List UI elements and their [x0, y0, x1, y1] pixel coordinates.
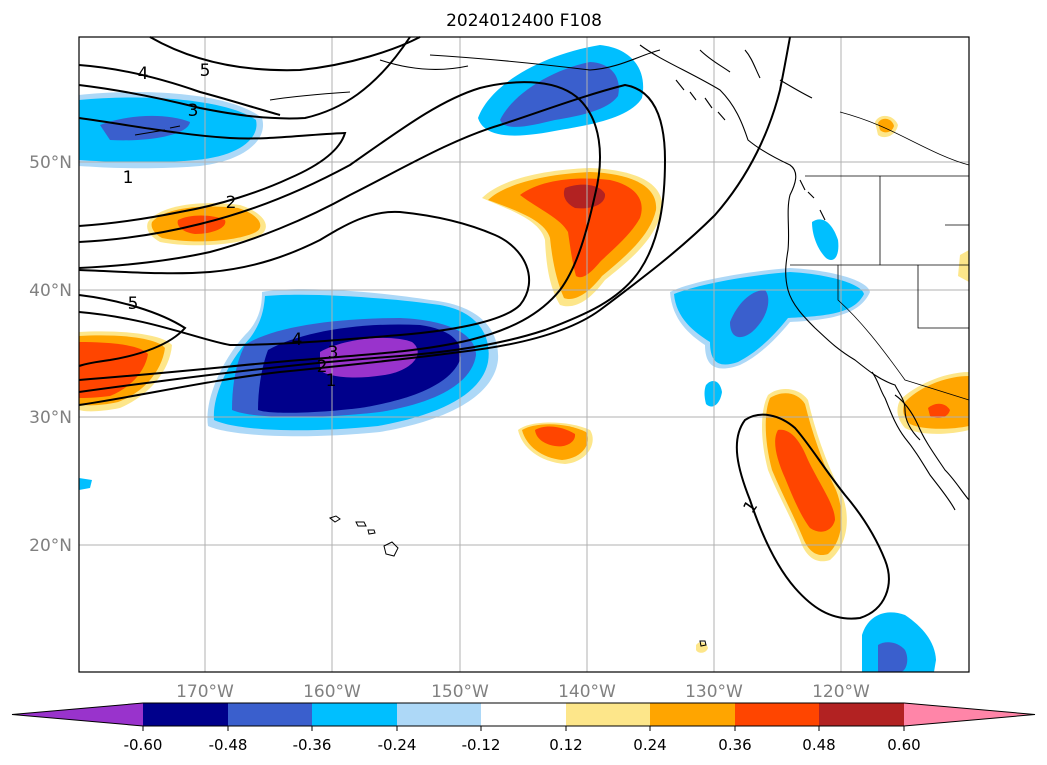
- longitude-label: 160°W: [303, 682, 361, 702]
- colorbar-segment: [566, 703, 650, 726]
- colorbar-segment: [397, 703, 481, 726]
- contour-lines: [78, 36, 890, 620]
- contour-label: 4: [292, 330, 303, 350]
- contour-label: 3: [328, 343, 339, 363]
- latitude-label: 40°N: [29, 281, 72, 301]
- graticule: [79, 37, 969, 672]
- colorbar-under-arrow: [12, 703, 143, 726]
- longitude-label: 140°W: [558, 682, 616, 702]
- colorbar-tick-label: 0.60: [887, 736, 920, 754]
- longitude-label: 170°W: [176, 682, 234, 702]
- colorbar-tick-label: -0.60: [124, 736, 163, 754]
- latitude-label: 30°N: [29, 408, 72, 428]
- longitude-label: 120°W: [812, 682, 870, 702]
- colorbar-tick-label: 0.12: [549, 736, 582, 754]
- colorbar-segment: [481, 703, 566, 726]
- map-panel: 4 5 3 1 2 5 4 3 2 1 1: [78, 36, 970, 673]
- contour-label: 1: [123, 168, 134, 188]
- contour-label: 3: [188, 101, 199, 121]
- anomaly-shading: [79, 45, 969, 672]
- colorbar-segment: [143, 703, 228, 726]
- contour-label: 1: [326, 371, 337, 391]
- map-frame: [78, 36, 970, 673]
- colorbar-tick-label: 0.48: [802, 736, 835, 754]
- contour-label: 2: [226, 193, 237, 213]
- colorbar-tick-label: 0.36: [718, 736, 751, 754]
- figure-title: 2024012400 F108: [446, 11, 602, 31]
- colorbar-over-arrow: [904, 703, 1035, 726]
- political-borders: [790, 111, 970, 401]
- contour-label: 5: [128, 294, 139, 314]
- latitude-label: 20°N: [29, 536, 72, 556]
- colorbar-tick-label: -0.48: [209, 736, 248, 754]
- colorbar-tick-label: -0.24: [378, 736, 417, 754]
- colorbar: -0.60 -0.48 -0.36 -0.24 -0.12 0.12 0.24 …: [11, 702, 1036, 754]
- colorbar-segment: [228, 703, 312, 726]
- latitude-labels: 50°N 40°N 30°N 20°N: [29, 153, 72, 556]
- colorbar-tick-label: -0.12: [462, 736, 501, 754]
- colorbar-tick-label: 0.24: [633, 736, 666, 754]
- contour-label: 2: [317, 357, 328, 377]
- hawaiian-islands: [328, 515, 707, 647]
- latitude-label: 50°N: [29, 153, 72, 173]
- colorbar-segment: [650, 703, 735, 726]
- colorbar-segment: [735, 703, 819, 726]
- longitude-label: 150°W: [431, 682, 489, 702]
- longitude-labels: 170°W 160°W 150°W 140°W 130°W 120°W: [176, 682, 870, 702]
- contour-label: 5: [200, 61, 211, 81]
- colorbar-segment: [312, 703, 397, 726]
- colorbar-segment: [819, 703, 904, 726]
- longitude-label: 130°W: [685, 682, 743, 702]
- contour-label: 4: [138, 64, 149, 84]
- colorbar-tick-label: -0.36: [293, 736, 332, 754]
